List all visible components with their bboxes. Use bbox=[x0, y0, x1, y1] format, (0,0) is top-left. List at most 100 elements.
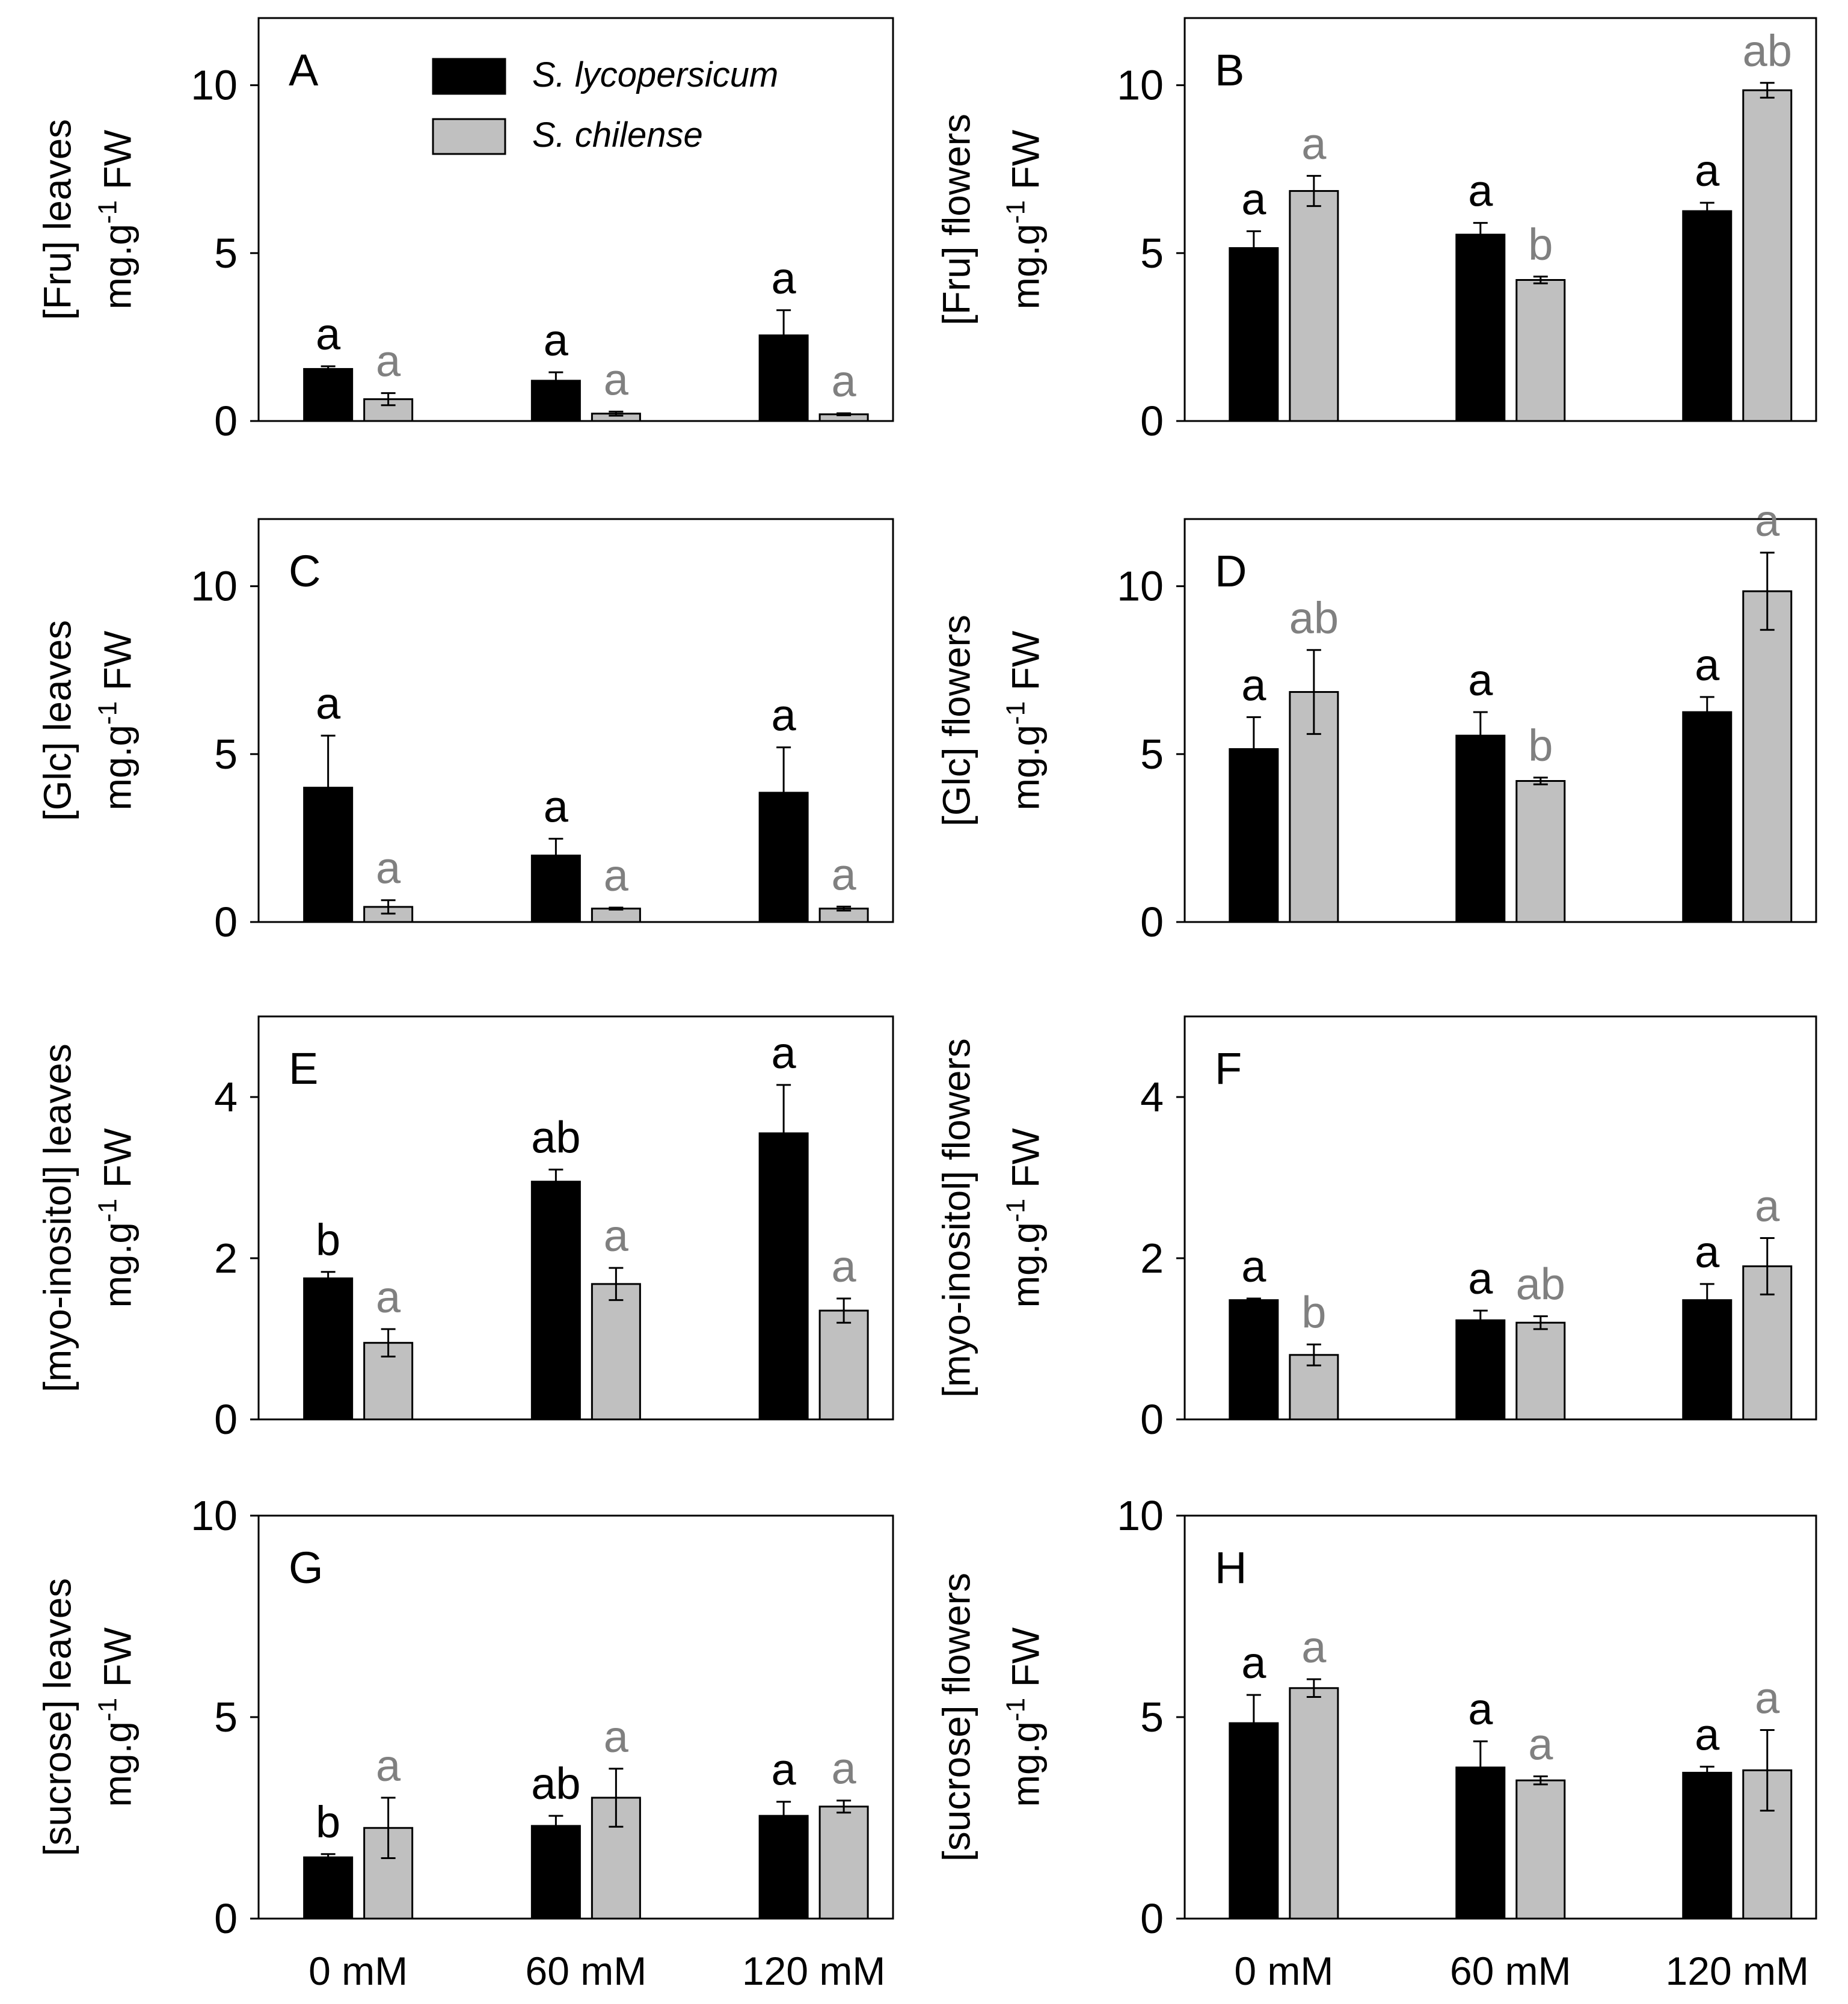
significance-label: a bbox=[1695, 146, 1720, 195]
significance-label: a bbox=[1695, 1709, 1720, 1759]
error-bar bbox=[1473, 711, 1488, 760]
y-axis-label-tail: FW bbox=[1004, 1627, 1047, 1698]
bar-lycopersicum-3 bbox=[1682, 1771, 1733, 1920]
y-axis-label-unit: mg.g bbox=[96, 1222, 139, 1308]
panel-letter: H bbox=[1215, 1543, 1247, 1593]
y-tick-label: 0 bbox=[214, 899, 238, 945]
y-axis-label-line1: [Fru] leaves bbox=[35, 119, 79, 320]
significance-label: a bbox=[832, 1744, 857, 1793]
error-bar bbox=[776, 309, 791, 361]
significance-label: a bbox=[1695, 1227, 1720, 1277]
significance-label: b bbox=[1528, 220, 1553, 269]
bar-lycopersicum-3 bbox=[758, 1815, 809, 1920]
error-bar bbox=[381, 1797, 396, 1859]
y-axis-label-tail: FW bbox=[96, 630, 139, 701]
error-bar bbox=[1246, 716, 1261, 782]
error-bar bbox=[609, 1267, 624, 1302]
significance-label: a bbox=[604, 1712, 629, 1762]
y-axis-label-line2: mg.g-1 FW bbox=[1001, 129, 1048, 309]
panel-letter: A bbox=[289, 45, 319, 95]
error-bar bbox=[321, 365, 336, 373]
error-bar bbox=[321, 734, 336, 841]
bar-chilense-3 bbox=[818, 1806, 869, 1920]
bar-chilense-2 bbox=[1515, 279, 1566, 422]
y-axis-label-line2: mg.g-1 FW bbox=[93, 1128, 139, 1308]
category-label: 60 mM bbox=[526, 1949, 647, 1993]
significance-label: b bbox=[316, 1797, 340, 1847]
y-axis-label-line2: mg.g-1 FW bbox=[1001, 1627, 1048, 1807]
significance-label: a bbox=[1468, 655, 1493, 705]
significance-label: a bbox=[1468, 1253, 1493, 1303]
error-bar bbox=[381, 1328, 396, 1357]
significance-label: a bbox=[376, 843, 401, 893]
bar-chilense-1 bbox=[1289, 190, 1339, 422]
y-axis-label-line1: [sucrose] flowers bbox=[935, 1573, 978, 1861]
y-axis-label-unit: mg.g bbox=[1004, 1222, 1047, 1308]
y-tick-label: 0 bbox=[1140, 899, 1164, 945]
bar-lycopersicum-3 bbox=[758, 1132, 809, 1421]
bar-lycopersicum-2 bbox=[1455, 1319, 1506, 1421]
y-axis-label-unit: mg.g bbox=[1004, 725, 1047, 810]
significance-label: b bbox=[316, 1215, 340, 1265]
bar-lycopersicum-2 bbox=[1455, 734, 1506, 923]
bar-lycopersicum-3 bbox=[1682, 1299, 1733, 1421]
bar-lycopersicum-1 bbox=[303, 367, 354, 422]
y-tick-label: 5 bbox=[1140, 230, 1164, 277]
significance-label: ab bbox=[1289, 593, 1339, 643]
significance-label: a bbox=[544, 315, 569, 365]
significance-label: a bbox=[1755, 496, 1780, 546]
y-tick-label: 10 bbox=[191, 62, 238, 109]
category-label: 0 mM bbox=[1234, 1949, 1333, 1993]
y-tick-label: 0 bbox=[1140, 1396, 1164, 1443]
significance-label: a bbox=[772, 1745, 797, 1795]
error-bar bbox=[609, 410, 624, 417]
error-bar bbox=[1306, 649, 1321, 735]
significance-label: a bbox=[1241, 174, 1266, 224]
significance-label: a bbox=[1241, 1241, 1266, 1291]
error-bar bbox=[1760, 552, 1775, 631]
error-bar bbox=[1246, 1694, 1261, 1753]
significance-label: ab bbox=[1516, 1259, 1565, 1309]
error-bar bbox=[1533, 275, 1548, 284]
significance-label: a bbox=[1468, 1684, 1493, 1734]
error-bar bbox=[609, 906, 624, 911]
error-bar bbox=[776, 746, 791, 839]
panel-letter: G bbox=[289, 1543, 324, 1593]
significance-label: b bbox=[1301, 1287, 1326, 1337]
bar-chilense-2 bbox=[1515, 1321, 1566, 1421]
panel-letter: F bbox=[1215, 1043, 1242, 1093]
bar-chilense-1 bbox=[1289, 1687, 1339, 1920]
y-axis-label-unit: mg.g bbox=[96, 725, 139, 810]
bar-lycopersicum-1 bbox=[1229, 1299, 1279, 1421]
y-axis-label-superscript: -1 bbox=[93, 200, 122, 224]
significance-label: a bbox=[376, 1741, 401, 1790]
error-bar bbox=[1473, 1309, 1488, 1331]
y-tick-label: 4 bbox=[1140, 1074, 1164, 1120]
error-bar bbox=[837, 412, 852, 417]
bar-lycopersicum-1 bbox=[1229, 1722, 1279, 1920]
error-bar bbox=[321, 1271, 336, 1286]
significance-label: a bbox=[832, 849, 857, 899]
y-axis-label-line2: mg.g-1 FW bbox=[93, 129, 140, 309]
error-bar bbox=[548, 371, 563, 390]
significance-label: a bbox=[604, 850, 629, 900]
significance-label: a bbox=[1301, 118, 1327, 168]
y-axis-label-unit: mg.g bbox=[96, 1721, 139, 1807]
error-bar bbox=[1699, 201, 1714, 221]
bar-chilense-3 bbox=[1742, 89, 1793, 422]
legend-swatch bbox=[432, 58, 506, 95]
significance-label: a bbox=[376, 336, 401, 386]
category-label: 0 mM bbox=[309, 1949, 408, 1993]
y-axis-label-unit: mg.g bbox=[1004, 1721, 1047, 1807]
significance-label: a bbox=[316, 678, 341, 728]
error-bar bbox=[1533, 1315, 1548, 1330]
bar-chilense-2 bbox=[1515, 780, 1566, 923]
y-axis-label-line2: mg.g-1 FW bbox=[1001, 1128, 1047, 1308]
category-label: 120 mM bbox=[1666, 1949, 1809, 1993]
y-tick-label: 0 bbox=[214, 398, 238, 444]
significance-label: a bbox=[604, 1211, 629, 1261]
